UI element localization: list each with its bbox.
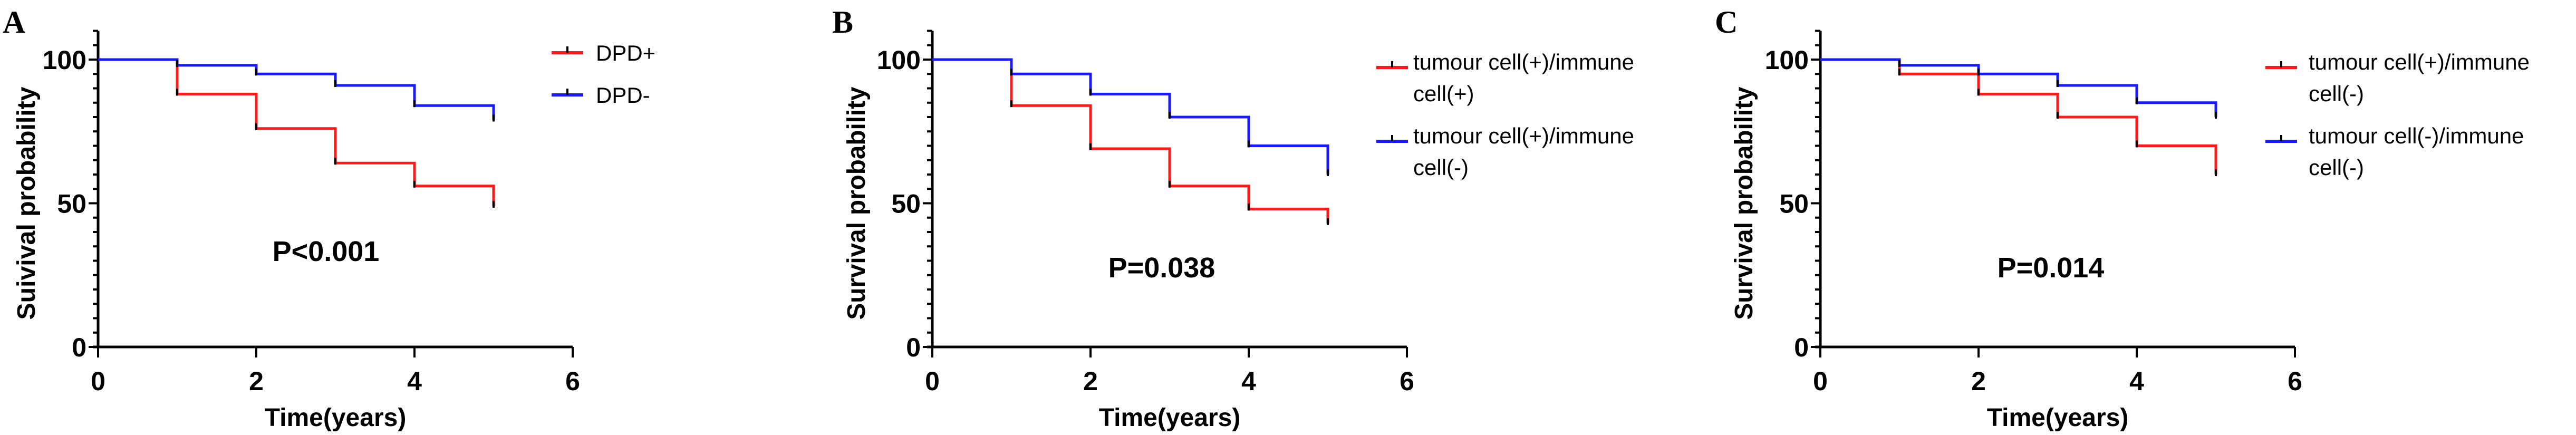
p-value-annotation: P=0.014 [1998,252,2105,284]
p-value-annotation: P=0.038 [1108,252,1215,284]
legend-label: tumour cell(-)/immune [2309,123,2524,148]
x-tick-label: 4 [2129,366,2144,396]
x-tick-label: 2 [249,366,264,396]
y-tick-label: 50 [1779,189,1809,219]
legend-label: tumour cell(+)/immune [1413,123,1634,148]
legend-label: cell(-) [1413,155,1469,180]
x-tick-label: 2 [1971,366,1986,396]
x-axis-title: Time(years) [265,404,407,432]
legend-label: cell(-) [2309,155,2364,180]
y-tick-label: 100 [1765,45,1809,75]
x-axis-title: Time(years) [1099,404,1241,432]
x-tick-label: 0 [1813,366,1828,396]
y-tick-label: 50 [57,189,86,219]
survival-curve-blue [1820,58,2217,117]
panel-a: A 0 50 100 0 2 4 6 Time(years) Suivival probabili… [3,5,655,432]
legend-label: DPD- [596,83,650,108]
legend-label: tumour cell(+)/immune [2309,50,2530,74]
x-tick-label: 4 [1241,366,1256,396]
panel-c: C 0 50 100 0 2 4 6 Time(years) Survival probabili… [1715,5,2530,432]
x-tick-label: 6 [1400,366,1414,396]
legend-label: cell(+) [1413,81,1474,106]
y-axis-title: Suivival probability [13,86,41,320]
p-value-annotation: P<0.001 [273,236,380,267]
survival-curve-blue [932,58,1329,175]
y-axis-title: Survival probability [1730,86,1758,320]
y-tick-label: 0 [72,333,86,362]
survival-curve-red [98,58,495,206]
x-tick-label: 0 [925,366,940,396]
legend-label: tumour cell(+)/immune [1413,50,1634,74]
y-tick-label: 50 [891,189,921,219]
x-axis-title: Time(years) [1987,404,2129,432]
x-tick-label: 0 [91,366,105,396]
y-axis-title: Survival probability [843,86,871,320]
x-tick-label: 4 [407,366,422,396]
y-tick-label: 100 [43,45,86,75]
y-tick-label: 0 [1794,333,1809,362]
panel-label: C [1715,5,1738,40]
survival-curve-red [932,58,1329,224]
survival-curve-blue [98,58,495,120]
y-tick-label: 100 [877,45,921,75]
x-tick-label: 6 [2288,366,2302,396]
legend-label: DPD+ [596,41,655,65]
legend-label: cell(-) [2309,81,2364,106]
x-tick-label: 6 [565,366,580,396]
panel-label: A [3,5,25,40]
x-tick-label: 2 [1083,366,1098,396]
panel-b: B 0 50 100 0 2 4 6 Time(years) Survival probabili… [832,5,1634,432]
survival-curve-red [1820,58,2217,175]
panel-label: B [832,5,853,40]
y-tick-label: 0 [906,333,921,362]
